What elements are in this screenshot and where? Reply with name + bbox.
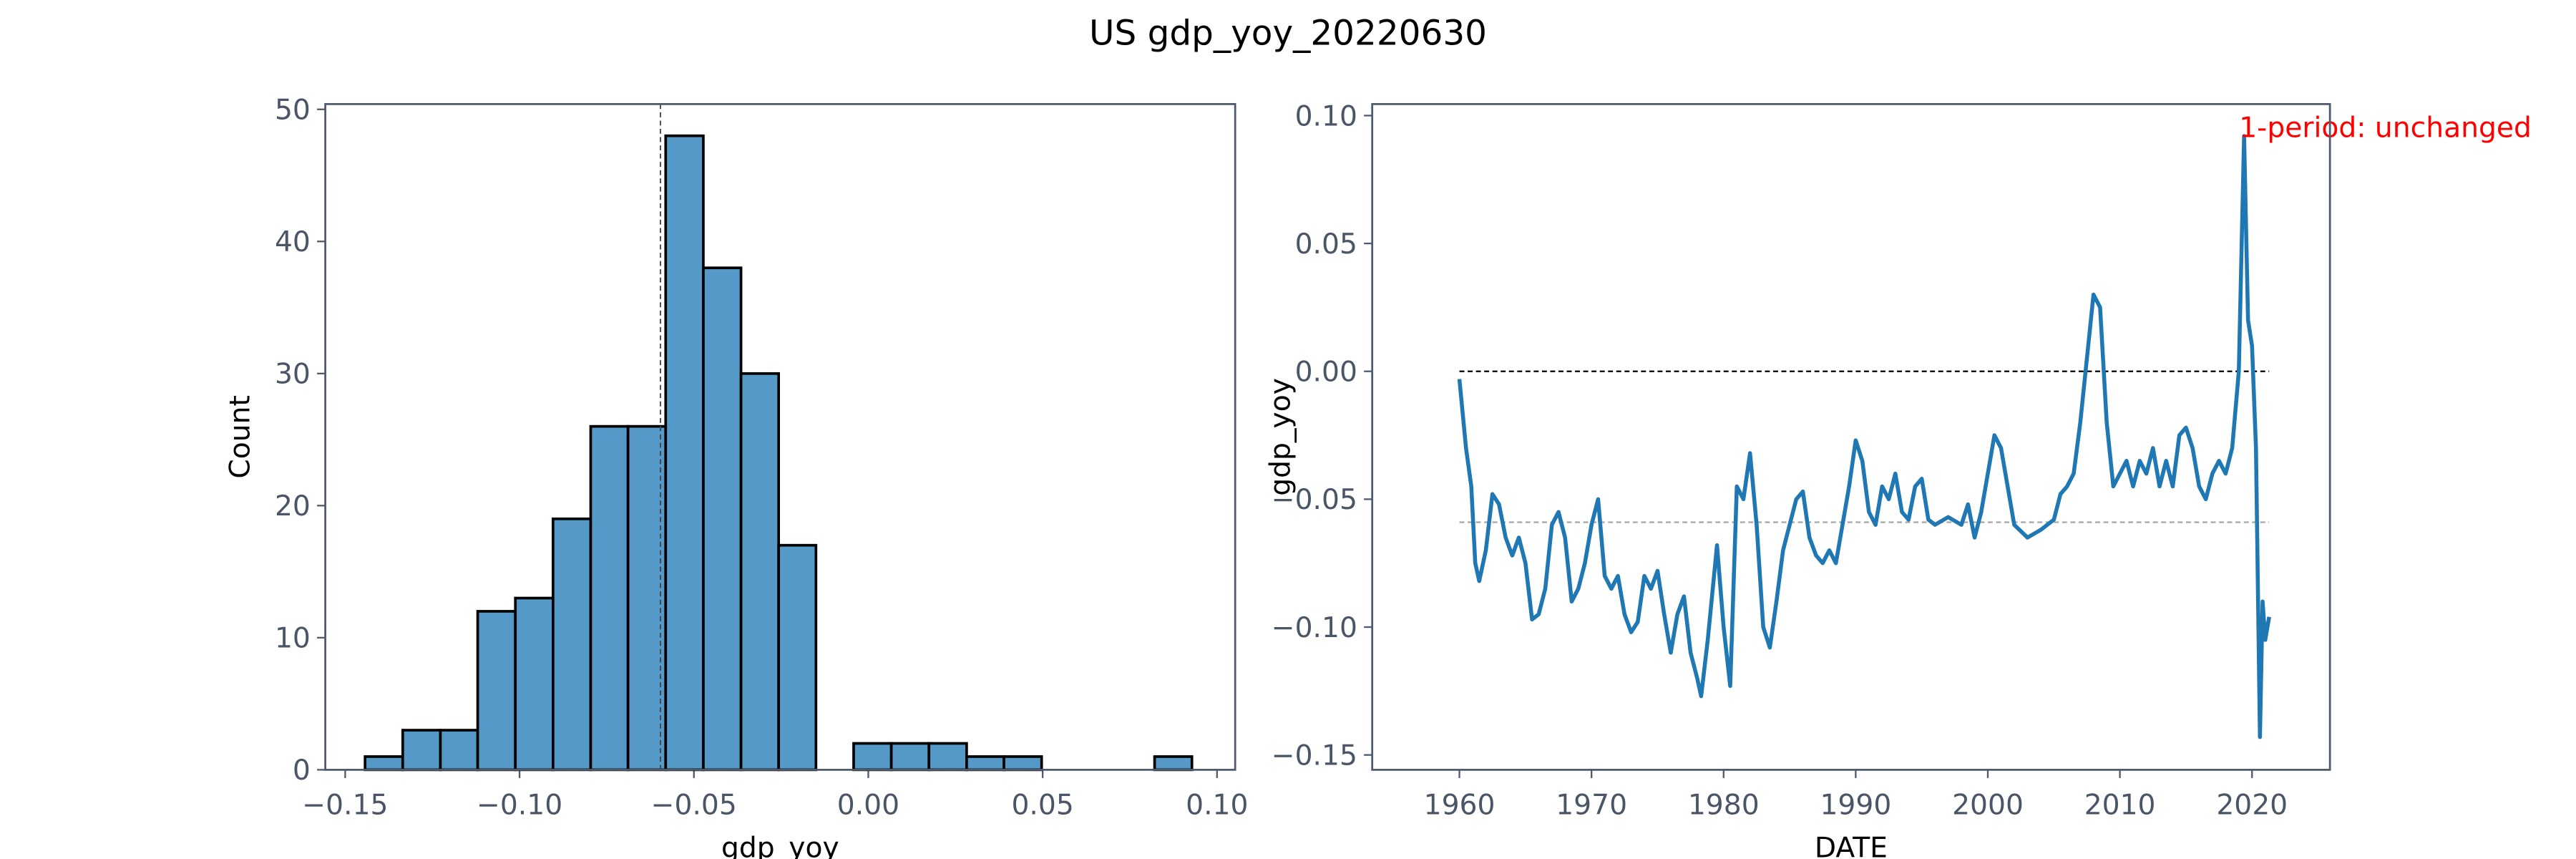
x-tick-label: 0.05 — [1011, 790, 1073, 822]
y-axis-label: Count — [224, 395, 256, 478]
y-tick-label: 40 — [275, 226, 311, 258]
histogram-bar — [889, 742, 931, 772]
x-tick-label: 2000 — [1952, 790, 2024, 822]
y-tick-label: 0.10 — [1295, 100, 1357, 132]
histogram-bar — [476, 610, 517, 772]
x-tick-label: 1970 — [1556, 790, 1627, 822]
x-tick-label: 2010 — [2084, 790, 2156, 822]
histogram-bar — [364, 755, 404, 772]
annotation: 1-period: unchanged — [2239, 112, 2532, 145]
histogram-bar — [1153, 755, 1194, 772]
x-tick-label: 1990 — [1820, 790, 1891, 822]
histogram-bar — [664, 134, 705, 772]
y-tick-label: 30 — [275, 359, 311, 391]
histogram-bar — [439, 729, 479, 772]
y-tick-label: 10 — [275, 623, 311, 655]
line-series — [1457, 134, 2271, 739]
histogram-bar — [552, 517, 592, 772]
histogram-bar — [626, 424, 668, 772]
histogram-bar — [589, 424, 630, 772]
y-tick-label: 0 — [293, 754, 311, 787]
x-tick-label: −0.15 — [302, 790, 388, 822]
y-tick-label: 0.05 — [1295, 228, 1357, 261]
histogram-bar — [1002, 755, 1043, 772]
figure-title: US gdp_yoy_20220630 — [1089, 13, 1487, 53]
histogram-bar — [739, 372, 781, 772]
histogram-bar — [852, 742, 893, 772]
axes-frame — [324, 103, 1236, 771]
y-tick-label: 50 — [275, 94, 311, 127]
x-tick-label: −0.05 — [651, 790, 737, 822]
y-tick-label: 20 — [275, 490, 311, 523]
x-axis-label: gdp_yoy — [721, 833, 839, 859]
x-tick-label: −0.10 — [477, 790, 562, 822]
histogram-bar — [401, 729, 442, 772]
histogram-bar — [927, 742, 968, 772]
histogram-bar — [514, 596, 555, 772]
x-tick-label: 1960 — [1424, 790, 1496, 822]
x-tick-label: 0.10 — [1186, 790, 1248, 822]
y-tick-label: 0.00 — [1295, 356, 1357, 389]
x-tick-label: 2020 — [2216, 790, 2288, 822]
histogram-bar — [777, 543, 818, 772]
axes-frame — [1371, 103, 2331, 771]
y-tick-label: −0.05 — [1272, 484, 1357, 516]
y-axis-label: gdp_yoy — [1264, 378, 1297, 496]
y-tick-label: −0.15 — [1272, 740, 1357, 772]
histogram-bar — [965, 755, 1005, 772]
x-tick-label: 1980 — [1688, 790, 1760, 822]
x-axis-label: DATE — [1815, 833, 1888, 859]
y-tick-label: −0.10 — [1272, 612, 1357, 644]
histogram-bar — [702, 266, 743, 772]
x-tick-label: 0.00 — [837, 790, 899, 822]
